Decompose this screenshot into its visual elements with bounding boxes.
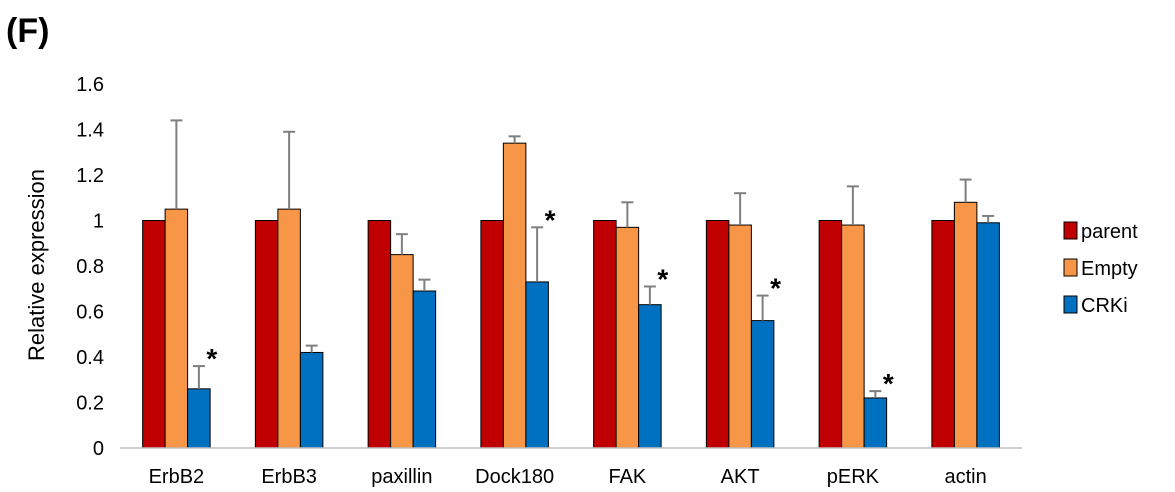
x-tick-label: pERK — [827, 466, 880, 488]
y-axis-ticks: 0 0.2 0.4 0.6 0.8 1 1.2 1.4 1.6 — [76, 74, 104, 460]
bar-parent-dock180 — [480, 220, 504, 449]
bar-empty-paxillin — [390, 254, 414, 449]
bar-parent-perk — [818, 220, 843, 449]
y-tick-label: 1.6 — [76, 74, 104, 96]
bar-parent-erbb3 — [254, 220, 279, 449]
significance-star: * — [206, 343, 217, 374]
bar-empty-dock180 — [502, 142, 527, 449]
bar-empty-actin — [953, 201, 978, 449]
bar-empty-fak — [615, 226, 640, 449]
y-axis-title: Relative expression — [24, 169, 49, 361]
error-bar — [756, 294, 769, 321]
x-axis-ticks: ErbB2 ErbB3 paxillin Dock180 FAK AKT pERK actin — [149, 466, 987, 488]
error-bar — [283, 130, 296, 210]
bar-crki-fak — [638, 304, 662, 449]
bar-empty-akt — [728, 224, 752, 449]
legend-swatch-crki — [1063, 295, 1078, 314]
error-bar — [305, 344, 318, 353]
bar-empty-erbb3 — [277, 208, 301, 449]
y-tick-label: 0.4 — [76, 347, 104, 369]
error-bar — [734, 192, 747, 226]
significance-star: * — [883, 368, 894, 399]
error-bars-group — [170, 119, 995, 398]
y-tick-label: 0.8 — [76, 256, 104, 278]
error-bar — [508, 135, 521, 144]
bar-crki-erbb3 — [299, 351, 324, 449]
bars-group — [142, 142, 1000, 449]
error-bar — [170, 119, 183, 210]
error-bar — [192, 365, 205, 389]
legend-label-parent: parent — [1081, 221, 1138, 243]
error-bar — [395, 233, 408, 255]
y-tick-label: 1.4 — [76, 120, 104, 142]
error-bar — [982, 214, 995, 223]
x-tick-label: ErbB3 — [261, 466, 317, 488]
y-tick-label: 0.6 — [76, 302, 104, 324]
error-bar — [959, 178, 972, 203]
error-bar — [418, 278, 431, 292]
error-bar — [621, 201, 634, 228]
bar-crki-akt — [750, 320, 775, 449]
bar-empty-erbb2 — [164, 208, 189, 449]
bar-parent-actin — [931, 220, 955, 449]
error-bar — [846, 185, 859, 226]
y-tick-label: 0 — [93, 438, 104, 460]
x-tick-label: actin — [945, 466, 987, 488]
bar-parent-fak — [593, 220, 617, 449]
legend-swatch-empty — [1063, 258, 1078, 277]
y-tick-label: 1.2 — [76, 165, 104, 187]
bar-empty-perk — [841, 224, 865, 449]
x-tick-label: paxillin — [371, 466, 432, 488]
legend-swatch-parent — [1063, 221, 1078, 240]
legend: parent Empty CRKi — [1063, 221, 1138, 317]
y-tick-label: 1 — [93, 211, 104, 233]
y-tick-label: 0.2 — [76, 393, 104, 415]
legend-label-empty: Empty — [1081, 258, 1138, 280]
bar-parent-akt — [705, 220, 730, 449]
bar-parent-erbb2 — [142, 220, 166, 449]
error-bar — [531, 226, 544, 282]
significance-star: * — [657, 263, 668, 294]
legend-label-crki: CRKi — [1081, 295, 1128, 317]
x-tick-label: AKT — [721, 466, 760, 488]
bar-crki-dock180 — [525, 281, 549, 449]
error-bar — [869, 390, 882, 398]
panel-label: (F) — [6, 12, 49, 50]
x-tick-label: FAK — [608, 466, 646, 488]
x-tick-label: Dock180 — [475, 466, 554, 488]
x-tick-label: ErbB2 — [149, 466, 205, 488]
error-bar — [643, 285, 656, 305]
bar-parent-paxillin — [367, 220, 392, 449]
bar-crki-paxillin — [412, 290, 437, 449]
bar-crki-actin — [976, 222, 1000, 449]
significance-star: * — [545, 204, 556, 235]
significance-star: * — [770, 273, 781, 304]
bar-crki-erbb2 — [187, 388, 211, 449]
significance-marks: * * * * * — [206, 204, 894, 399]
bar-crki-perk — [863, 397, 888, 449]
